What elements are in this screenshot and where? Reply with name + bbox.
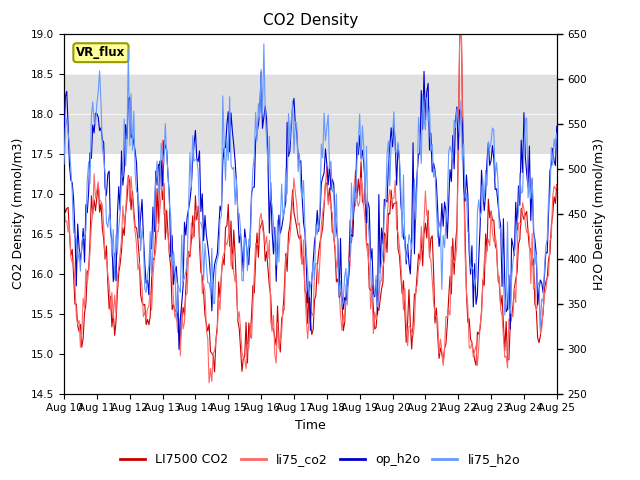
Bar — [64, 73, 557, 154]
Title: CO2 Density: CO2 Density — [263, 13, 358, 28]
Legend: LI7500 CO2, li75_co2, op_h2o, li75_h2o: LI7500 CO2, li75_co2, op_h2o, li75_h2o — [115, 448, 525, 471]
Text: VR_flux: VR_flux — [76, 46, 125, 59]
X-axis label: Time: Time — [295, 419, 326, 432]
Y-axis label: CO2 Density (mmol/m3): CO2 Density (mmol/m3) — [12, 138, 26, 289]
Y-axis label: H2O Density (mmol/m3): H2O Density (mmol/m3) — [593, 138, 605, 289]
